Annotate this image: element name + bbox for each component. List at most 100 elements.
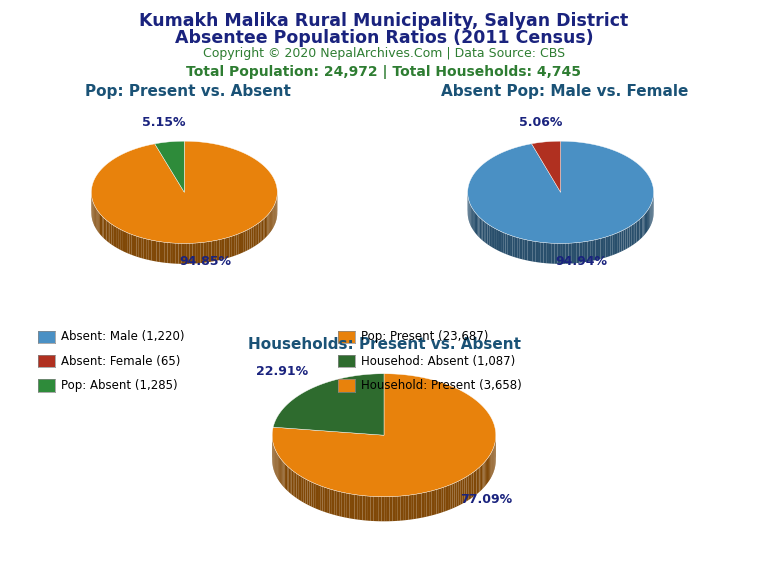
Polygon shape: [624, 229, 626, 251]
Polygon shape: [289, 467, 290, 493]
Polygon shape: [649, 207, 650, 229]
Polygon shape: [450, 484, 452, 509]
Polygon shape: [642, 215, 644, 237]
Polygon shape: [605, 236, 608, 257]
Polygon shape: [303, 478, 306, 503]
Polygon shape: [493, 228, 495, 249]
Polygon shape: [134, 236, 137, 256]
Polygon shape: [278, 455, 280, 481]
Polygon shape: [280, 458, 281, 484]
Polygon shape: [176, 243, 178, 264]
Polygon shape: [427, 491, 429, 517]
Text: Pop: Present vs. Absent: Pop: Present vs. Absent: [85, 84, 291, 98]
Polygon shape: [379, 497, 382, 521]
Polygon shape: [283, 462, 285, 488]
Polygon shape: [480, 218, 482, 239]
Polygon shape: [272, 374, 496, 497]
Text: Househod: Absent (1,087): Househod: Absent (1,087): [361, 355, 515, 367]
Polygon shape: [482, 463, 484, 489]
Polygon shape: [520, 238, 522, 259]
Polygon shape: [376, 497, 379, 521]
Polygon shape: [101, 215, 102, 237]
Polygon shape: [497, 229, 499, 251]
Polygon shape: [465, 477, 466, 502]
Polygon shape: [224, 238, 227, 259]
Polygon shape: [349, 494, 352, 519]
Polygon shape: [615, 233, 617, 254]
Polygon shape: [558, 244, 560, 264]
Polygon shape: [518, 237, 520, 259]
Polygon shape: [530, 241, 533, 262]
Polygon shape: [395, 497, 398, 521]
Polygon shape: [292, 470, 293, 496]
Polygon shape: [362, 495, 366, 521]
Polygon shape: [307, 480, 310, 506]
Polygon shape: [645, 213, 646, 234]
Polygon shape: [434, 490, 436, 515]
Polygon shape: [490, 453, 491, 480]
Polygon shape: [508, 234, 510, 256]
Polygon shape: [400, 496, 403, 521]
Polygon shape: [332, 490, 334, 515]
Polygon shape: [318, 485, 320, 510]
Polygon shape: [190, 243, 193, 264]
Polygon shape: [113, 225, 115, 247]
Polygon shape: [195, 243, 198, 264]
Polygon shape: [432, 490, 434, 516]
Polygon shape: [472, 208, 473, 230]
Polygon shape: [525, 240, 528, 260]
Polygon shape: [621, 230, 624, 251]
Polygon shape: [316, 484, 318, 509]
Polygon shape: [105, 219, 107, 241]
Polygon shape: [647, 210, 648, 232]
Polygon shape: [568, 243, 571, 264]
Text: Absent: Female (65): Absent: Female (65): [61, 355, 180, 367]
Text: Copyright © 2020 NepalArchives.Com | Data Source: CBS: Copyright © 2020 NepalArchives.Com | Dat…: [203, 47, 565, 60]
Polygon shape: [491, 226, 493, 248]
Polygon shape: [489, 455, 490, 481]
Polygon shape: [416, 494, 419, 518]
Polygon shape: [97, 209, 98, 231]
Polygon shape: [91, 141, 277, 244]
Polygon shape: [551, 243, 554, 264]
Polygon shape: [549, 243, 551, 264]
Polygon shape: [347, 493, 349, 518]
Text: Absent: Male (1,220): Absent: Male (1,220): [61, 331, 185, 343]
Text: 5.06%: 5.06%: [518, 116, 562, 129]
Polygon shape: [398, 496, 400, 521]
Polygon shape: [253, 225, 255, 247]
Polygon shape: [98, 212, 100, 234]
Polygon shape: [488, 224, 489, 245]
Polygon shape: [241, 232, 243, 253]
Polygon shape: [436, 489, 439, 514]
Polygon shape: [227, 237, 230, 258]
Polygon shape: [505, 233, 508, 255]
Polygon shape: [306, 479, 307, 505]
Polygon shape: [146, 239, 149, 260]
Text: 77.09%: 77.09%: [460, 492, 511, 506]
Polygon shape: [357, 495, 360, 520]
Polygon shape: [342, 492, 344, 517]
Polygon shape: [455, 482, 457, 507]
Polygon shape: [102, 217, 104, 238]
Text: 22.91%: 22.91%: [257, 365, 308, 378]
Polygon shape: [608, 236, 611, 257]
Polygon shape: [499, 230, 501, 252]
Polygon shape: [468, 141, 654, 244]
Polygon shape: [117, 228, 119, 249]
Polygon shape: [119, 229, 121, 250]
Polygon shape: [157, 241, 159, 262]
Polygon shape: [563, 244, 566, 264]
Polygon shape: [245, 230, 247, 251]
Polygon shape: [266, 215, 267, 237]
Polygon shape: [276, 452, 277, 479]
Polygon shape: [403, 495, 406, 520]
Polygon shape: [371, 497, 373, 521]
Polygon shape: [162, 242, 164, 263]
Polygon shape: [554, 243, 558, 264]
Polygon shape: [277, 454, 278, 480]
Polygon shape: [488, 456, 489, 483]
Polygon shape: [566, 243, 568, 264]
Polygon shape: [515, 237, 518, 258]
Polygon shape: [482, 220, 484, 242]
